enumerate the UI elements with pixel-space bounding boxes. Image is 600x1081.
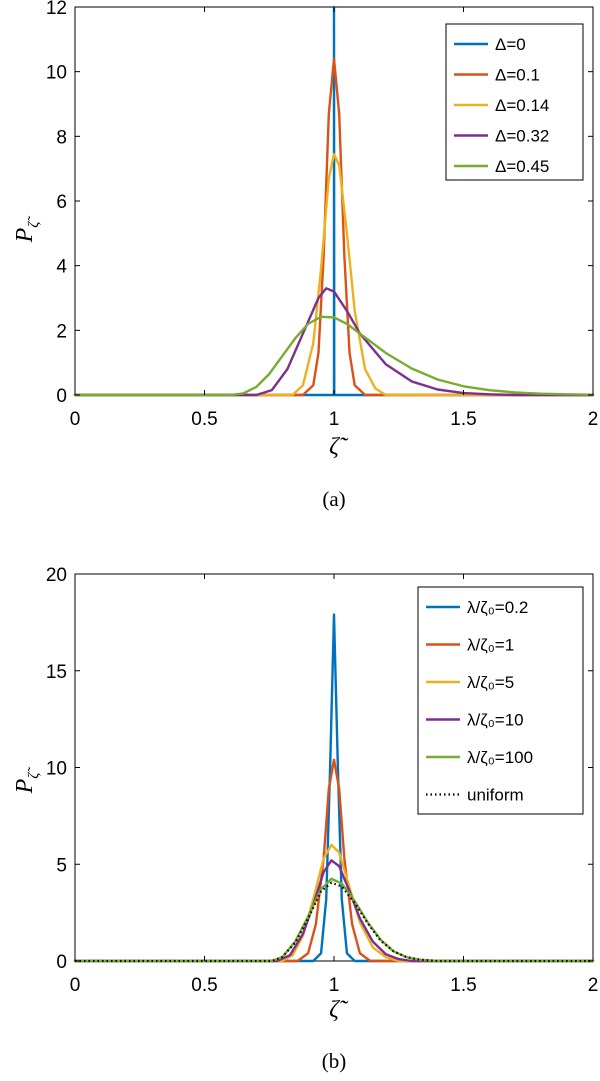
series-line-b-4 bbox=[73, 877, 595, 963]
legend-label-b-1: λ/ζ₀=1 bbox=[467, 636, 514, 655]
x-axis-label-a: ζ̃ bbox=[329, 434, 349, 460]
legend-label-b-3: λ/ζ₀=10 bbox=[467, 711, 524, 730]
legend-b: λ/ζ₀=0.2 λ/ζ₀=1 λ/ζ₀=5 λ/ζ₀=10 λ/ζ₀=100 unifo… bbox=[417, 586, 584, 815]
legend-label-a-3: Δ=0.32 bbox=[495, 127, 549, 146]
x-tick-label-a-1: 0.5 bbox=[191, 409, 217, 430]
x-tick-label-a-4: 2 bbox=[588, 409, 599, 430]
legend-label-b-0: λ/ζ₀=0.2 bbox=[467, 598, 528, 617]
series-line-b-0 bbox=[73, 613, 595, 963]
legend-a: Δ=0 Δ=0.1 Δ=0.14 Δ=0.32 Δ=0.45 bbox=[445, 23, 584, 181]
x-axis-label-b: ζ̃ bbox=[329, 997, 349, 1023]
y-tick-label-a-2: 4 bbox=[56, 257, 67, 278]
y-axis-label-sub-b: ζ̃ bbox=[26, 767, 42, 779]
panel-caption-b: (b) bbox=[322, 1049, 347, 1073]
tick-layer-a: 0 0.5 1 1.5 2 0 2 4 6 8 10 12 bbox=[46, 0, 598, 430]
legend-label-b-2: λ/ζ₀=5 bbox=[467, 673, 514, 692]
y-axis-label-main-a: P bbox=[12, 227, 38, 243]
y-tick-label-a-0: 0 bbox=[56, 386, 67, 407]
x-tick-label-a-2: 1 bbox=[329, 409, 340, 430]
legend-entries-b: λ/ζ₀=0.2 λ/ζ₀=1 λ/ζ₀=5 λ/ζ₀=10 λ/ζ₀=100 unifo… bbox=[426, 598, 533, 805]
x-tick-label-a-3: 1.5 bbox=[450, 409, 476, 430]
legend-label-a-4: Δ=0.45 bbox=[495, 157, 549, 176]
y-tick-label-a-5: 10 bbox=[46, 63, 67, 84]
series-line-b-2 bbox=[73, 843, 595, 963]
legend-box-b bbox=[417, 586, 584, 815]
series-line-a-1 bbox=[73, 57, 595, 397]
x-tick-label-b-1: 0.5 bbox=[191, 975, 217, 996]
series-line-b-5 bbox=[75, 881, 593, 963]
svg-text:Pζ̃: Pζ̃ bbox=[12, 216, 42, 244]
y-axis-label-b: Pζ̃ bbox=[12, 767, 42, 795]
series-layer-b bbox=[73, 613, 595, 963]
legend-label-a-1: Δ=0.1 bbox=[495, 66, 540, 85]
y-tick-label-b-4: 20 bbox=[46, 565, 67, 586]
legend-label-b-5: uniform bbox=[467, 786, 524, 805]
y-tick-label-a-3: 6 bbox=[56, 192, 67, 213]
x-tick-label-b-2: 1 bbox=[329, 975, 340, 996]
legend-label-a-0: Δ=0 bbox=[495, 35, 526, 54]
x-tick-label-b-3: 1.5 bbox=[450, 975, 476, 996]
y-axis-label-main-b: P bbox=[12, 778, 38, 794]
series-line-a-3 bbox=[73, 287, 595, 397]
y-tick-label-b-1: 5 bbox=[56, 855, 67, 876]
series-line-a-4 bbox=[73, 315, 595, 397]
series-line-a-2 bbox=[73, 152, 595, 397]
svg-text:Pζ̃: Pζ̃ bbox=[12, 767, 42, 795]
legend-label-b-4: λ/ζ₀=100 bbox=[467, 748, 533, 767]
y-tick-label-a-6: 12 bbox=[46, 0, 67, 19]
series-line-b-3 bbox=[73, 859, 595, 963]
y-tick-label-a-1: 2 bbox=[56, 321, 67, 342]
legend-label-a-2: Δ=0.14 bbox=[495, 96, 549, 115]
legend-box-a bbox=[445, 23, 584, 181]
series-line-b-1 bbox=[73, 758, 595, 963]
x-tick-label-a-0: 0 bbox=[70, 409, 81, 430]
series-layer-a bbox=[73, 5, 595, 397]
y-axis-label-a: Pζ̃ bbox=[12, 216, 42, 244]
x-tick-label-b-0: 0 bbox=[70, 975, 81, 996]
y-tick-label-b-2: 10 bbox=[46, 759, 67, 780]
x-tick-label-b-4: 2 bbox=[588, 975, 599, 996]
panel-caption-a: (a) bbox=[322, 487, 345, 511]
legend-entries-a: Δ=0 Δ=0.1 Δ=0.14 Δ=0.32 Δ=0.45 bbox=[454, 35, 549, 176]
y-tick-label-a-4: 8 bbox=[56, 127, 67, 148]
y-tick-label-b-3: 15 bbox=[46, 662, 67, 683]
y-axis-label-sub-a: ζ̃ bbox=[26, 216, 42, 228]
y-tick-label-b-0: 0 bbox=[56, 952, 67, 973]
